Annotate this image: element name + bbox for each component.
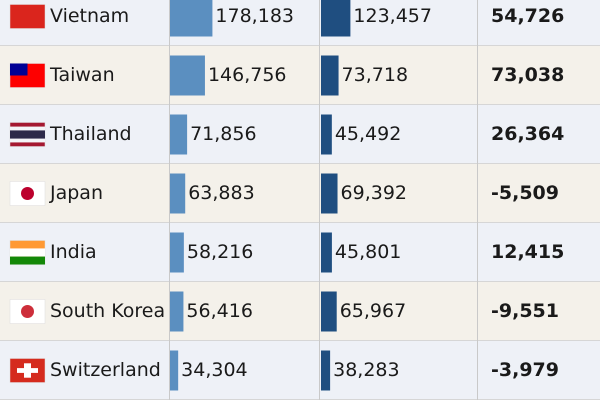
row-background: [0, 223, 600, 281]
country-name: South Korea: [50, 300, 165, 322]
country-name: Thailand: [49, 123, 132, 145]
flag: [21, 305, 34, 318]
row-background: [0, 46, 600, 104]
value-label: 146,756: [208, 64, 287, 86]
bar: [321, 173, 338, 214]
value-label: 45,801: [335, 241, 401, 263]
value-label: 38,283: [333, 359, 399, 381]
bar: [170, 173, 186, 214]
flag: [10, 63, 28, 76]
balance-value: -3,979: [491, 359, 559, 381]
row-background: [0, 0, 600, 45]
bar: [170, 0, 213, 37]
balance-value: 73,038: [491, 64, 564, 86]
value-label: 34,304: [181, 359, 247, 381]
bar: [321, 114, 332, 155]
flag: [10, 248, 45, 257]
flag: [9, 4, 46, 29]
bar: [170, 114, 188, 155]
value-label: 178,183: [215, 5, 294, 27]
flag: [17, 368, 38, 373]
value-label: 58,216: [187, 241, 253, 263]
bar: [170, 291, 184, 332]
value-label: 71,856: [190, 123, 256, 145]
country-name: India: [50, 241, 97, 263]
bar: [170, 350, 179, 391]
value-label: 123,457: [353, 5, 432, 27]
bar: [321, 350, 331, 391]
bar: [321, 0, 351, 37]
value-label: 73,718: [342, 64, 408, 86]
row-background: [0, 105, 600, 163]
bar: [321, 55, 339, 96]
bar: [321, 232, 332, 273]
value-label: 45,492: [335, 123, 401, 145]
value-label: 69,392: [341, 182, 407, 204]
balance-value: -5,509: [491, 182, 559, 204]
value-label: 56,416: [186, 300, 252, 322]
balance-value: 12,415: [491, 241, 564, 263]
bar: [170, 232, 184, 273]
flag: [21, 187, 34, 200]
flag: [10, 130, 45, 139]
bar: [170, 55, 205, 96]
country-name: Taiwan: [49, 64, 115, 86]
country-name: Vietnam: [50, 5, 129, 27]
row-background: [0, 341, 600, 399]
bar: [321, 291, 337, 332]
value-label: 65,967: [340, 300, 406, 322]
balance-value: 54,726: [491, 5, 564, 27]
balance-value: 26,364: [491, 123, 564, 145]
flag: [10, 256, 45, 265]
country-name: Japan: [49, 182, 103, 204]
row-background: [0, 164, 600, 222]
balance-value: -9,551: [491, 300, 559, 322]
value-label: 63,883: [188, 182, 254, 204]
country-name: Switzerland: [50, 359, 161, 381]
row-background: [0, 282, 600, 340]
